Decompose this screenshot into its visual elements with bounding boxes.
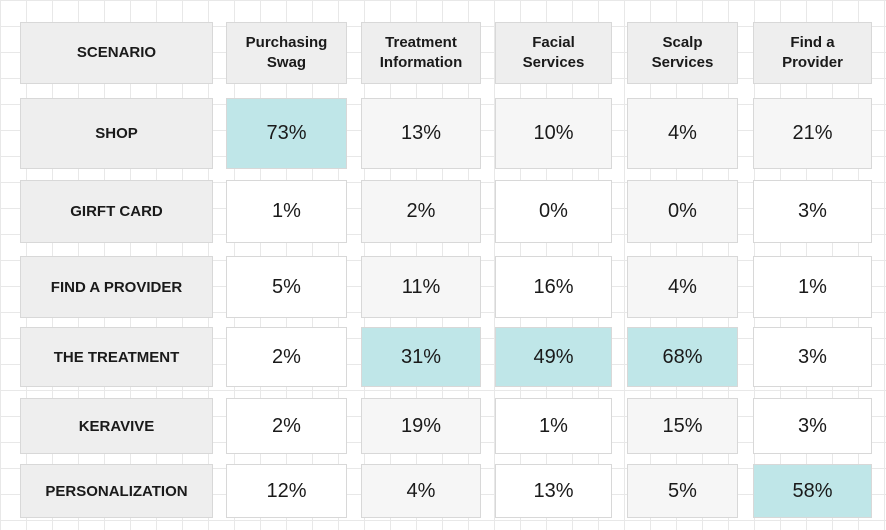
table-cell: 21% bbox=[753, 98, 872, 169]
table-cell: 16% bbox=[495, 256, 612, 318]
table-cell: 10% bbox=[495, 98, 612, 169]
row-label: FIND A PROVIDER bbox=[20, 256, 213, 318]
table-cell: 0% bbox=[495, 180, 612, 243]
table-cell: 3% bbox=[753, 327, 872, 387]
table-cell: 4% bbox=[627, 256, 738, 318]
table-cell: 15% bbox=[627, 398, 738, 454]
column-header: Purchasing Swag bbox=[226, 22, 347, 84]
column-header: Facial Services bbox=[495, 22, 612, 84]
row-label: KERAVIVE bbox=[20, 398, 213, 454]
table-cell: 49% bbox=[495, 327, 612, 387]
table-cell: 5% bbox=[226, 256, 347, 318]
row-label: THE TREATMENT bbox=[20, 327, 213, 387]
table-cell: 4% bbox=[627, 98, 738, 169]
table-cell: 2% bbox=[361, 180, 481, 243]
table-cell: 12% bbox=[226, 464, 347, 518]
column-header: Scalp Services bbox=[627, 22, 738, 84]
column-header: Treatment Information bbox=[361, 22, 481, 84]
row-label: GIRFT CARD bbox=[20, 180, 213, 243]
table-cell: 2% bbox=[226, 327, 347, 387]
table-cell: 58% bbox=[753, 464, 872, 518]
table-cell: 1% bbox=[226, 180, 347, 243]
table-cell: 13% bbox=[361, 98, 481, 169]
table-cell: 13% bbox=[495, 464, 612, 518]
table-cell: 2% bbox=[226, 398, 347, 454]
column-header: Find a Provider bbox=[753, 22, 872, 84]
table-cell: 1% bbox=[495, 398, 612, 454]
table-cell: 73% bbox=[226, 98, 347, 169]
row-label: PERSONALIZATION bbox=[20, 464, 213, 518]
table-cell: 0% bbox=[627, 180, 738, 243]
table-cell: 68% bbox=[627, 327, 738, 387]
table-cell: 3% bbox=[753, 398, 872, 454]
table-cell: 1% bbox=[753, 256, 872, 318]
table-cell: 4% bbox=[361, 464, 481, 518]
table-cell: 11% bbox=[361, 256, 481, 318]
table-cell: 31% bbox=[361, 327, 481, 387]
table-cell: 19% bbox=[361, 398, 481, 454]
table-cell: 3% bbox=[753, 180, 872, 243]
row-label: SHOP bbox=[20, 98, 213, 169]
header-scenario: SCENARIO bbox=[20, 22, 213, 84]
table-cell: 5% bbox=[627, 464, 738, 518]
